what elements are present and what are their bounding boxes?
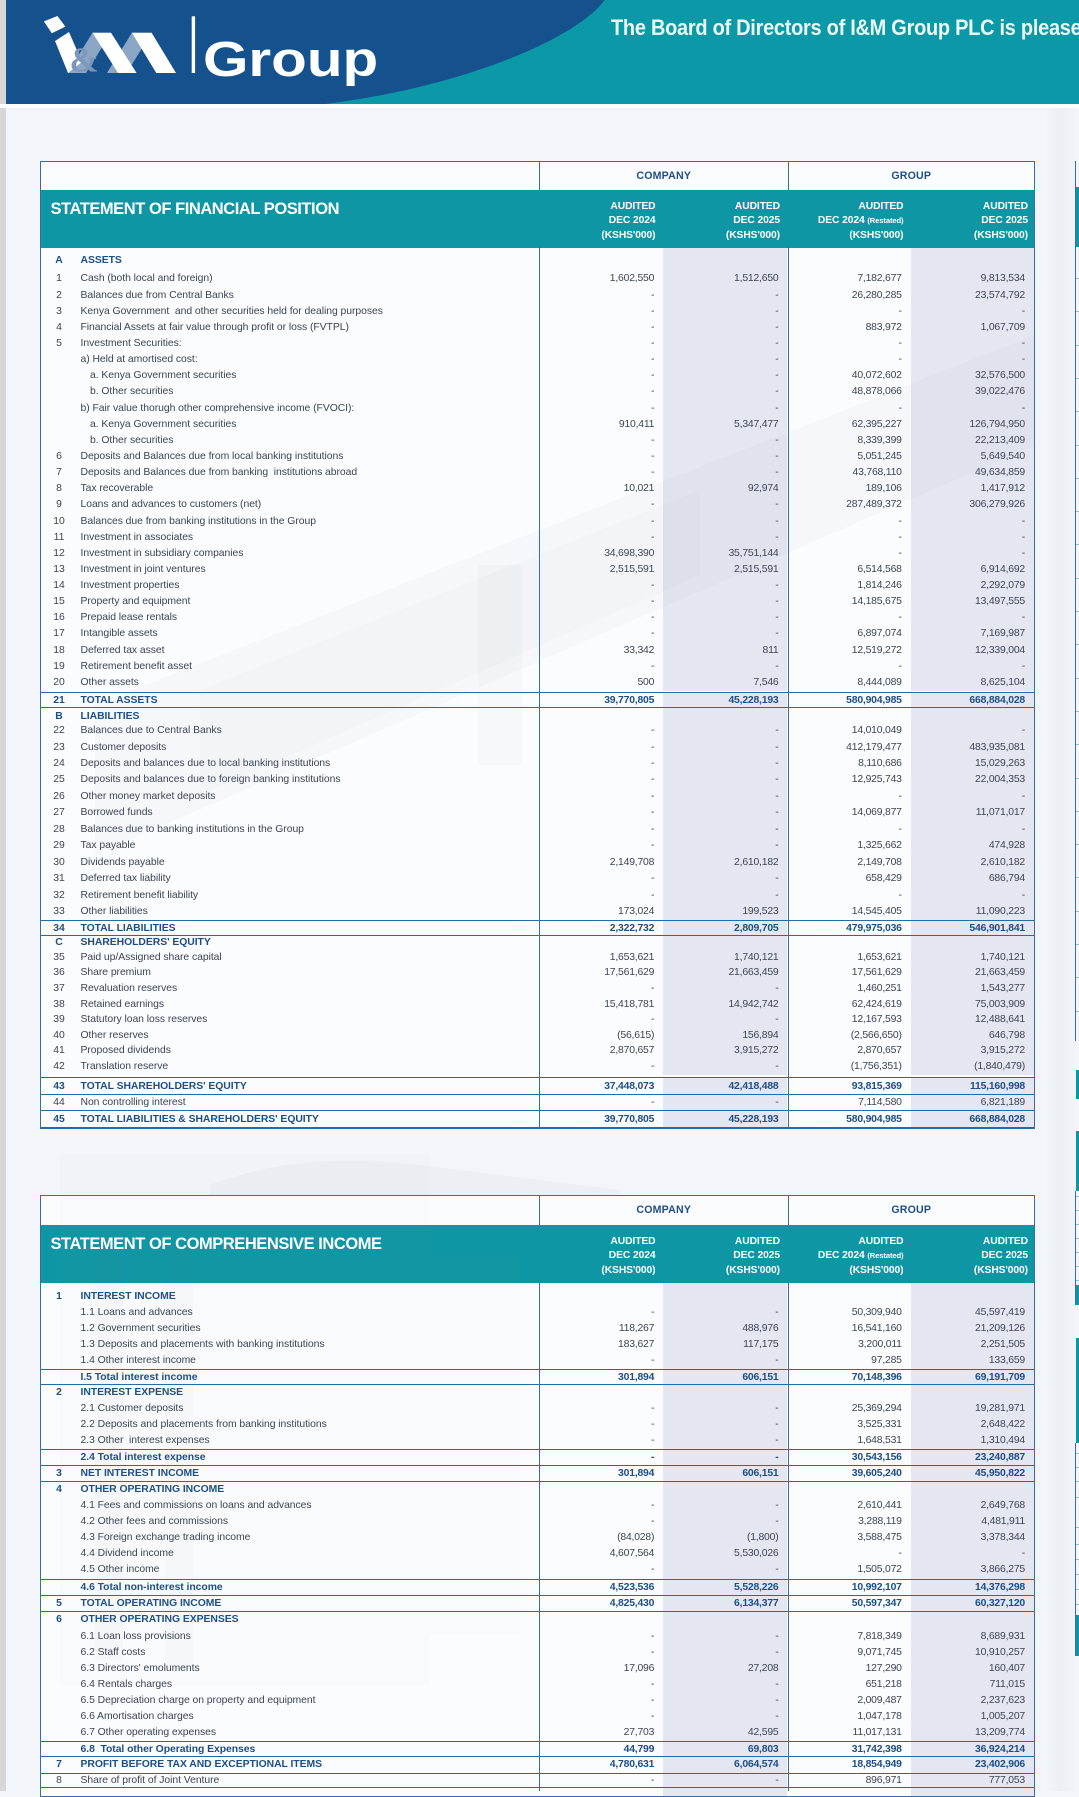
svg-text:&: &: [69, 41, 98, 80]
svg-text:Group: Group: [203, 32, 378, 87]
